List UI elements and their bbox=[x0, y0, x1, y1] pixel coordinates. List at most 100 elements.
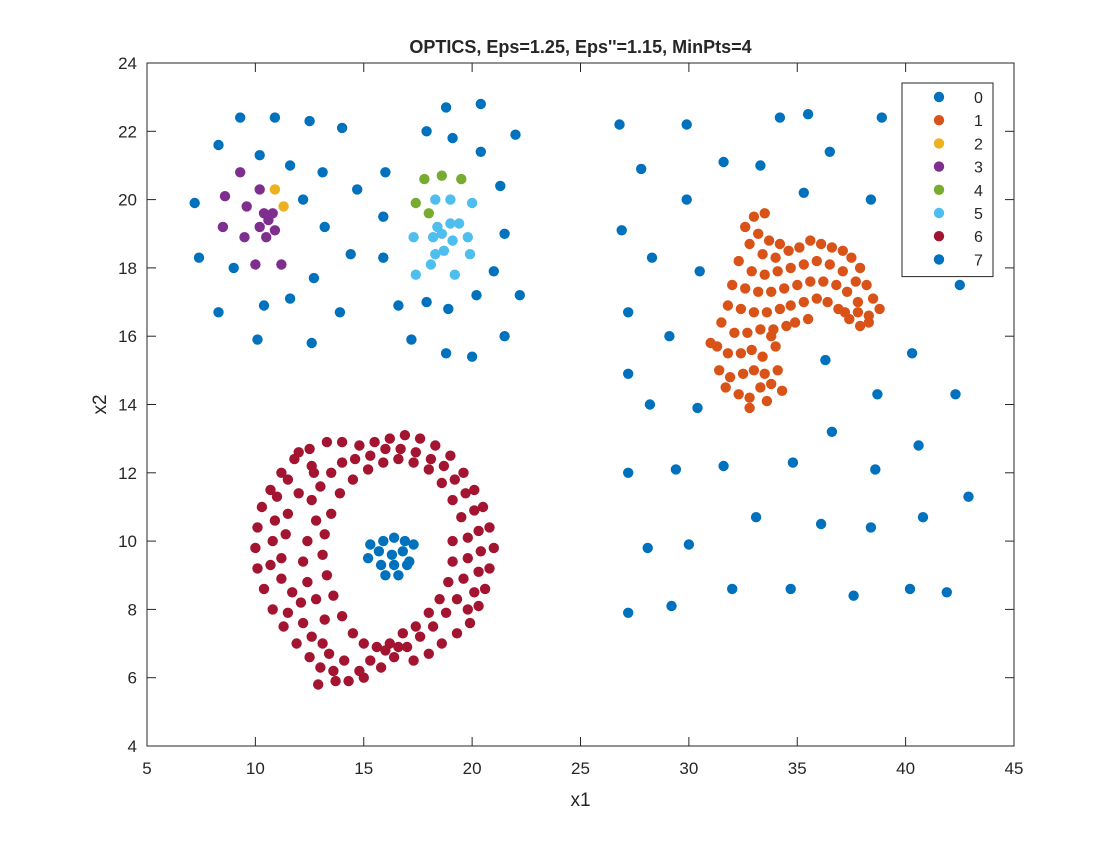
data-point-series-0-41 bbox=[466, 351, 478, 362]
data-point-series-0-57 bbox=[694, 266, 705, 277]
data-point-series-6-61 bbox=[399, 430, 411, 441]
data-point-series-6-65 bbox=[336, 436, 348, 448]
y-tick-label: 10 bbox=[118, 532, 137, 551]
chart-title: OPTICS, Eps=1.25, Eps''=1.15, MinPts=4 bbox=[409, 37, 751, 57]
data-point-series-1-59 bbox=[742, 327, 753, 338]
data-point-series-0-87 bbox=[904, 583, 916, 595]
data-point-series-1-5 bbox=[774, 238, 786, 250]
legend-marker-3 bbox=[933, 161, 945, 172]
data-point-series-6-99 bbox=[323, 648, 335, 659]
data-point-series-6-124 bbox=[469, 587, 480, 598]
data-point-series-6-43 bbox=[380, 645, 391, 656]
data-point-series-1-78 bbox=[761, 395, 773, 407]
data-point-series-0-15 bbox=[345, 249, 356, 260]
data-point-series-6-77 bbox=[278, 621, 289, 632]
x-tick-label: 5 bbox=[142, 759, 151, 778]
data-point-series-0-81 bbox=[683, 539, 695, 550]
data-point-series-1-85 bbox=[789, 317, 801, 328]
data-point-series-6-25 bbox=[328, 590, 339, 601]
data-point-series-6-100 bbox=[328, 665, 339, 677]
data-point-series-1-7 bbox=[757, 249, 768, 260]
data-point-series-5-16 bbox=[464, 249, 476, 260]
data-point-series-1-34 bbox=[753, 286, 764, 297]
data-point-series-1-82 bbox=[770, 341, 781, 352]
data-point-series-0-50 bbox=[824, 146, 835, 157]
data-point-series-1-15 bbox=[846, 252, 857, 263]
data-point-series-0-80 bbox=[642, 542, 653, 554]
data-point-series-1-11 bbox=[805, 235, 816, 246]
data-point-series-1-43 bbox=[863, 317, 874, 328]
data-point-series-0-67 bbox=[954, 279, 965, 291]
data-point-series-0-51 bbox=[876, 112, 887, 123]
data-point-series-1-67 bbox=[705, 337, 716, 349]
data-point-series-1-52 bbox=[798, 296, 809, 308]
data-point-series-6-118 bbox=[449, 474, 460, 485]
data-point-series-6-57 bbox=[458, 467, 469, 478]
legend-marker-4 bbox=[933, 184, 945, 195]
data-point-series-1-76 bbox=[755, 382, 766, 393]
y-axis-label: x2 bbox=[90, 394, 111, 414]
data-point-series-0-25 bbox=[447, 132, 458, 144]
data-point-series-1-80 bbox=[772, 365, 783, 376]
data-point-series-6-37 bbox=[447, 535, 458, 547]
data-point-series-0-62 bbox=[692, 402, 703, 414]
data-point-series-6-125 bbox=[462, 604, 473, 615]
data-point-series-0-65 bbox=[906, 348, 918, 359]
data-point-series-6-35 bbox=[443, 576, 454, 588]
data-point-series-7-13 bbox=[393, 570, 404, 581]
series-1 bbox=[705, 208, 885, 414]
data-point-series-0-73 bbox=[787, 457, 799, 468]
legend-marker-5 bbox=[933, 207, 945, 219]
data-point-series-3-2 bbox=[254, 184, 265, 195]
data-point-series-0-0 bbox=[235, 112, 246, 123]
data-point-series-6-2 bbox=[388, 652, 400, 663]
data-point-series-6-92 bbox=[276, 573, 287, 584]
data-point-series-6-88 bbox=[280, 529, 291, 540]
data-point-series-1-40 bbox=[831, 279, 842, 291]
data-point-series-0-1 bbox=[269, 112, 281, 123]
data-point-series-6-49 bbox=[464, 617, 476, 629]
data-point-series-6-38 bbox=[313, 679, 324, 690]
data-point-series-2-0 bbox=[269, 184, 281, 195]
data-point-series-6-44 bbox=[393, 641, 404, 653]
data-point-series-6-3 bbox=[401, 641, 413, 653]
data-point-series-0-18 bbox=[213, 307, 224, 318]
data-point-series-6-94 bbox=[282, 607, 294, 618]
data-point-series-5-13 bbox=[425, 259, 437, 270]
data-point-series-6-51 bbox=[479, 583, 491, 595]
data-point-series-0-6 bbox=[284, 160, 296, 171]
legend-label-2: 2 bbox=[974, 136, 983, 153]
data-point-series-1-32 bbox=[727, 279, 738, 291]
legend-box bbox=[901, 82, 994, 278]
data-point-series-5-11 bbox=[430, 249, 441, 260]
data-point-series-6-56 bbox=[469, 484, 480, 496]
data-point-series-0-47 bbox=[755, 160, 766, 171]
data-point-series-7-1 bbox=[378, 535, 389, 547]
data-point-series-6-47 bbox=[436, 638, 447, 649]
legend-label-4: 4 bbox=[974, 183, 983, 200]
x-tick-label: 25 bbox=[571, 759, 590, 778]
data-point-series-1-1 bbox=[759, 208, 770, 219]
data-point-series-0-85 bbox=[785, 583, 796, 595]
data-point-series-1-49 bbox=[761, 307, 773, 318]
data-point-series-6-50 bbox=[473, 600, 484, 612]
data-point-series-1-66 bbox=[757, 351, 768, 362]
x-tick-label: 40 bbox=[896, 759, 915, 778]
data-point-series-5-2 bbox=[466, 197, 478, 209]
data-point-series-6-58 bbox=[445, 450, 456, 461]
data-point-series-0-14 bbox=[308, 272, 320, 284]
data-point-series-0-58 bbox=[623, 307, 634, 318]
plot-area-box bbox=[146, 62, 1015, 747]
data-point-series-6-126 bbox=[310, 515, 322, 526]
y-tick-label: 22 bbox=[118, 122, 137, 141]
data-point-series-1-63 bbox=[722, 348, 734, 359]
data-point-series-0-34 bbox=[514, 290, 525, 301]
data-point-series-6-83 bbox=[282, 474, 294, 485]
legend-marker-1 bbox=[933, 115, 945, 126]
data-point-series-6-9 bbox=[462, 553, 473, 564]
data-point-series-0-61 bbox=[644, 399, 656, 410]
data-point-series-7-12 bbox=[380, 570, 391, 581]
legend-label-7: 7 bbox=[974, 252, 983, 269]
